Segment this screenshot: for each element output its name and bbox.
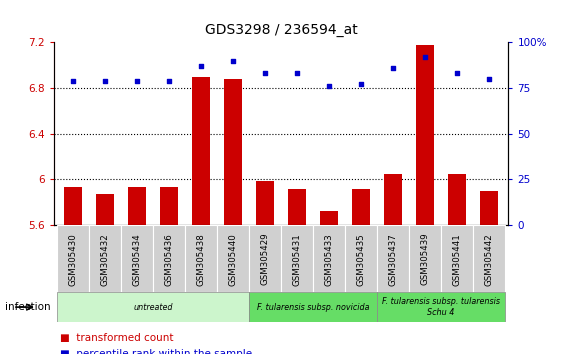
Text: ■  transformed count: ■ transformed count xyxy=(60,333,173,343)
Bar xyxy=(345,225,377,292)
Point xyxy=(453,71,462,76)
Point xyxy=(293,71,302,76)
Point xyxy=(357,81,366,87)
Text: GSM305433: GSM305433 xyxy=(325,233,333,286)
Bar xyxy=(57,292,249,322)
Bar xyxy=(121,225,153,292)
Bar xyxy=(128,187,146,225)
Point xyxy=(325,84,334,89)
Point xyxy=(132,78,141,84)
Text: GSM305430: GSM305430 xyxy=(69,233,78,286)
Text: GSM305437: GSM305437 xyxy=(389,233,398,286)
Bar xyxy=(385,173,402,225)
Point xyxy=(228,58,237,64)
Bar xyxy=(377,292,505,322)
Point xyxy=(101,78,110,84)
Point xyxy=(261,71,270,76)
Text: untreated: untreated xyxy=(133,303,173,312)
Bar xyxy=(97,194,114,225)
Bar xyxy=(57,225,89,292)
Text: GSM305432: GSM305432 xyxy=(101,233,110,286)
Text: GSM305431: GSM305431 xyxy=(293,233,302,286)
Text: GSM305439: GSM305439 xyxy=(421,233,429,285)
Point xyxy=(389,65,398,71)
Bar xyxy=(289,189,306,225)
Bar xyxy=(441,225,473,292)
Bar xyxy=(473,225,505,292)
Bar xyxy=(256,182,274,225)
Point xyxy=(165,78,174,84)
Bar xyxy=(193,77,210,225)
Text: GSM305441: GSM305441 xyxy=(453,233,462,286)
Text: infection: infection xyxy=(6,302,51,312)
Text: GSM305438: GSM305438 xyxy=(197,233,206,286)
Text: GSM305429: GSM305429 xyxy=(261,233,270,285)
Point xyxy=(485,76,494,82)
Text: F. tularensis subsp. novicida: F. tularensis subsp. novicida xyxy=(257,303,369,312)
Text: GSM305434: GSM305434 xyxy=(133,233,141,286)
Bar xyxy=(217,225,249,292)
Bar xyxy=(313,225,345,292)
Text: GSM305435: GSM305435 xyxy=(357,233,366,286)
Text: GSM305440: GSM305440 xyxy=(229,233,237,286)
Bar xyxy=(409,225,441,292)
Bar xyxy=(352,189,370,225)
Bar xyxy=(153,225,185,292)
Title: GDS3298 / 236594_at: GDS3298 / 236594_at xyxy=(205,23,357,37)
Bar xyxy=(481,190,498,225)
Bar xyxy=(416,45,434,225)
Bar xyxy=(377,225,409,292)
Text: F. tularensis subsp. tularensis
Schu 4: F. tularensis subsp. tularensis Schu 4 xyxy=(382,297,500,317)
Text: GSM305436: GSM305436 xyxy=(165,233,174,286)
Bar xyxy=(64,187,82,225)
Text: GSM305442: GSM305442 xyxy=(485,233,494,286)
Text: ■  percentile rank within the sample: ■ percentile rank within the sample xyxy=(60,349,252,354)
Bar xyxy=(89,225,121,292)
Point xyxy=(69,78,78,84)
Bar xyxy=(448,173,466,225)
Bar xyxy=(249,225,281,292)
Point xyxy=(421,54,430,60)
Bar xyxy=(224,79,242,225)
Bar xyxy=(281,225,313,292)
Point xyxy=(197,63,206,69)
Bar xyxy=(185,225,217,292)
Bar xyxy=(249,292,377,322)
Bar xyxy=(160,187,178,225)
Bar xyxy=(320,211,338,225)
